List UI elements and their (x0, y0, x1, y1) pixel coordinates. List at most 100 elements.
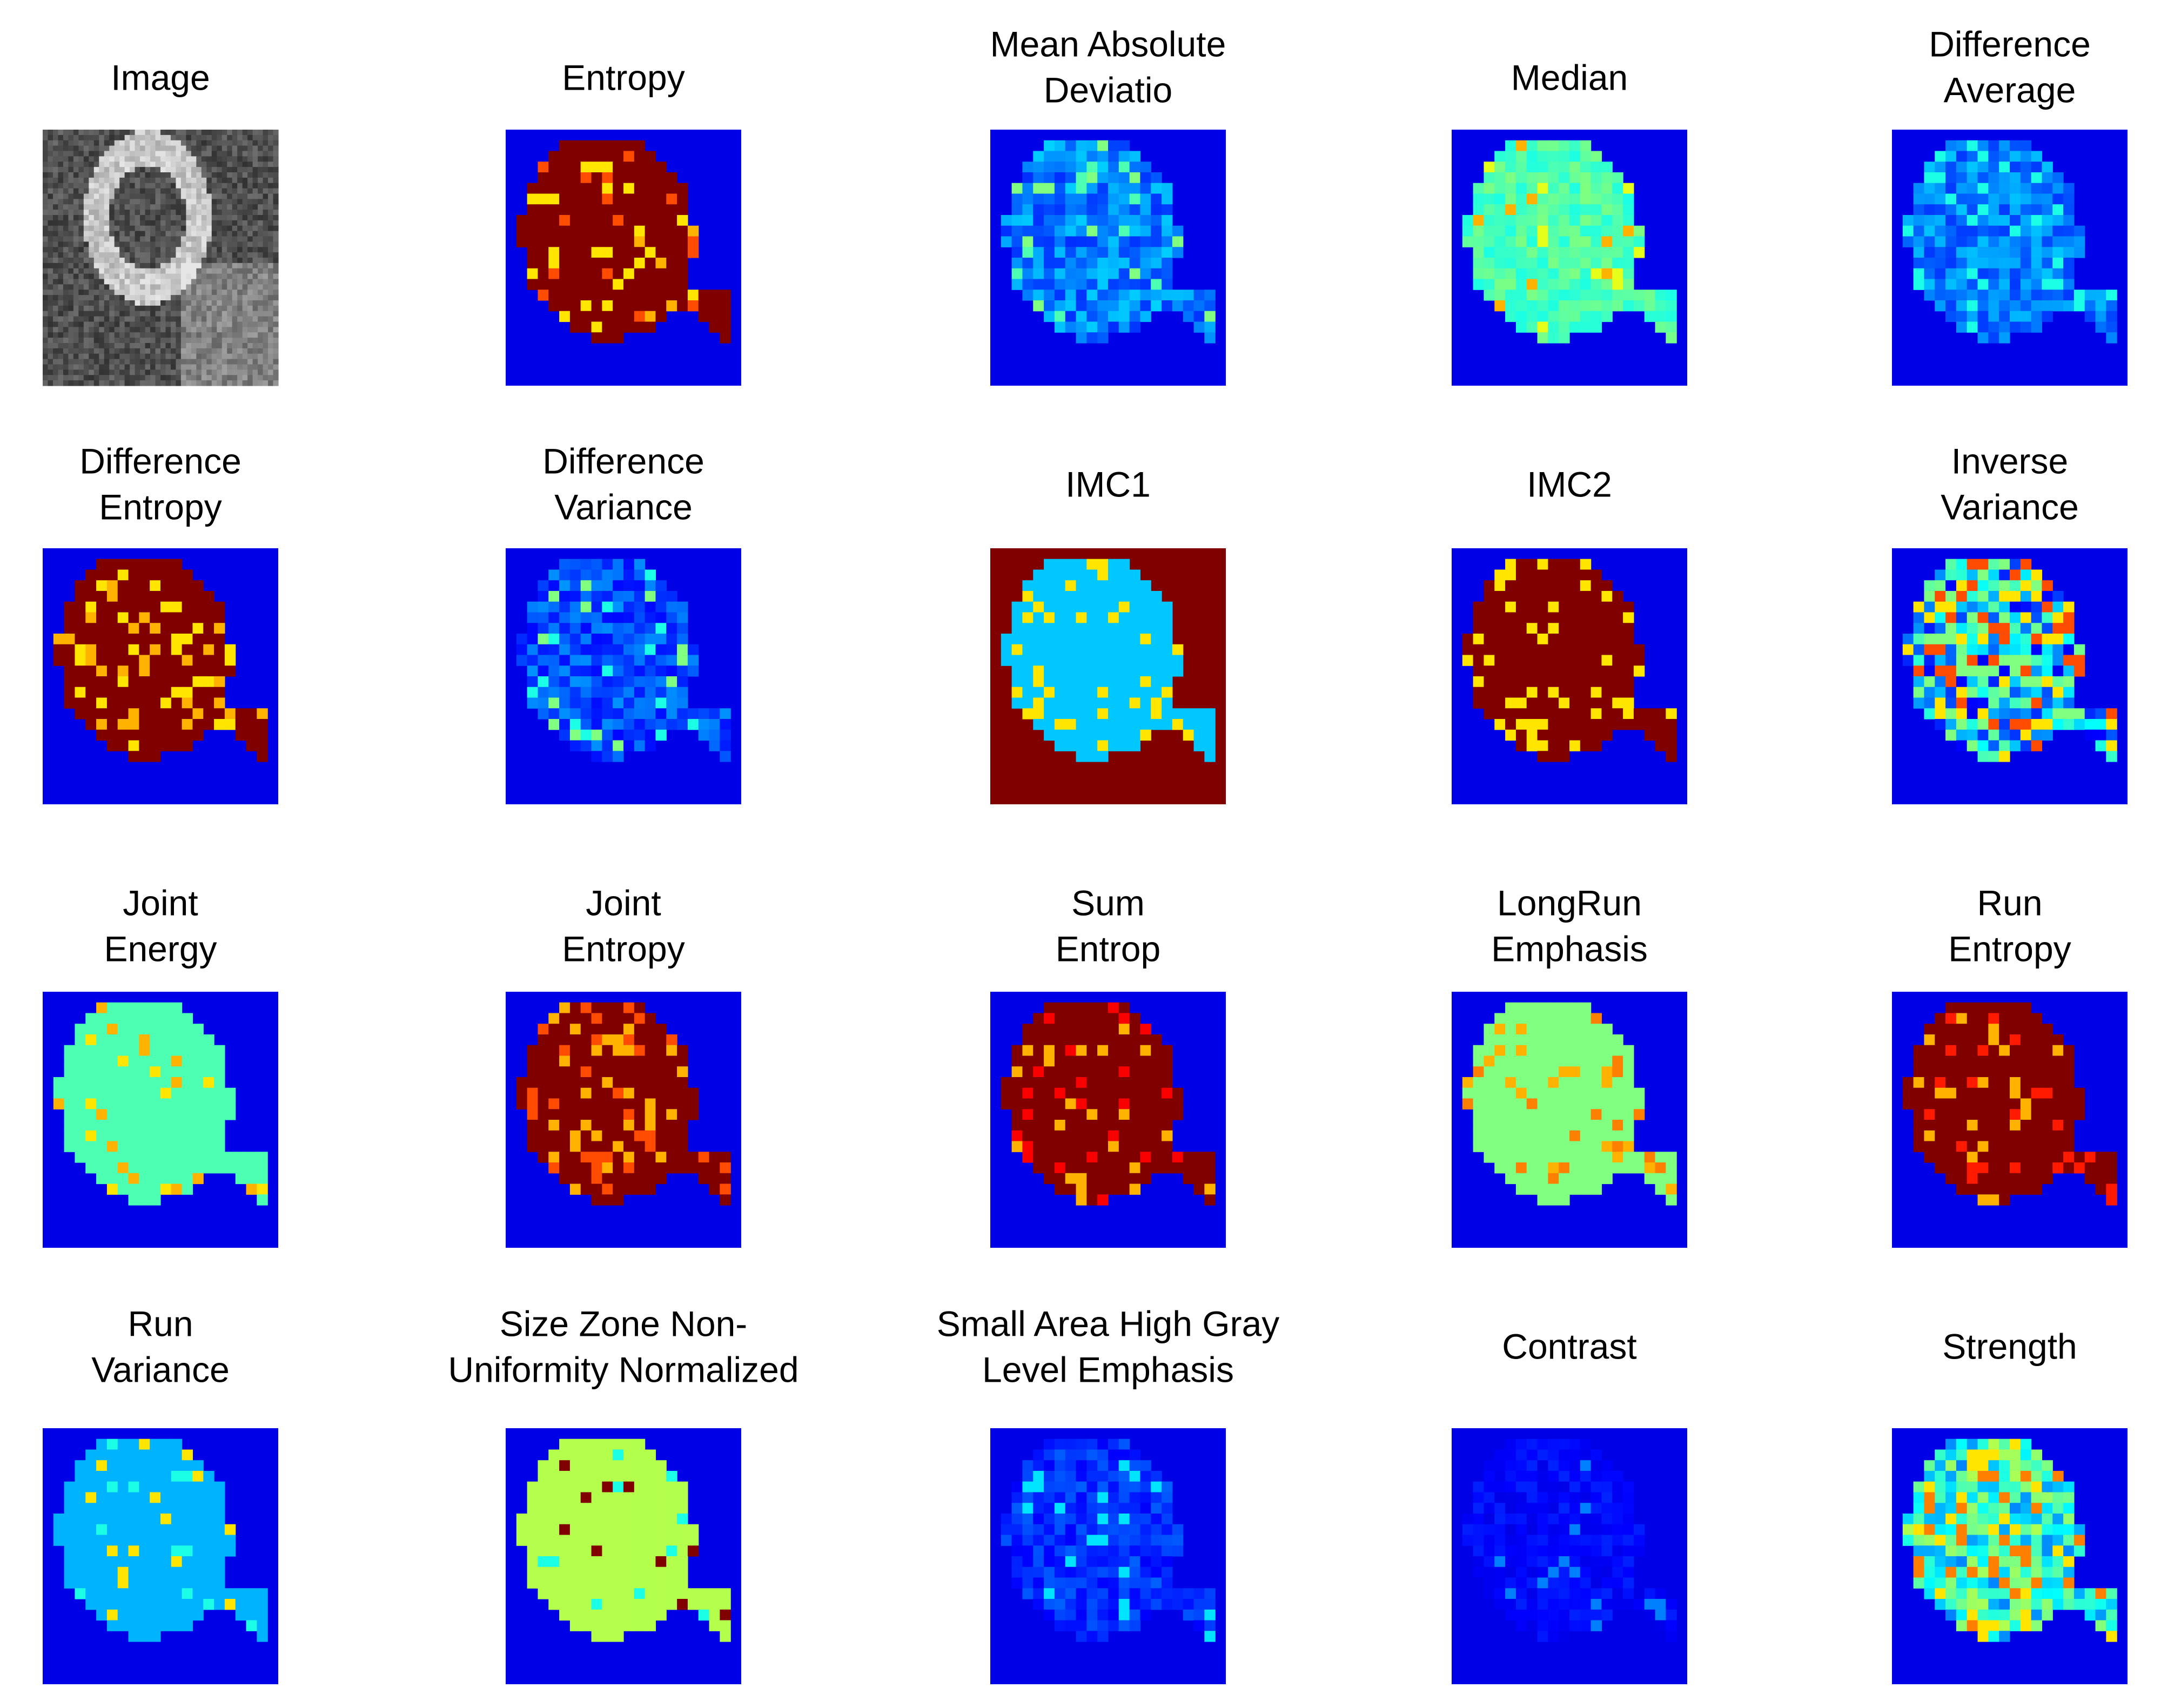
pixel (109, 380, 115, 386)
pixel (247, 231, 253, 237)
pixel (182, 719, 193, 730)
pixel (580, 1066, 592, 1078)
pixel (206, 332, 212, 338)
pixel (1108, 697, 1119, 709)
pixel (196, 279, 202, 285)
pixel (139, 1013, 150, 1024)
pixel (89, 183, 95, 189)
pixel (602, 1013, 613, 1024)
pixel (613, 172, 624, 184)
pixel (1601, 729, 1613, 741)
pixel (2052, 634, 2064, 645)
pixel (2010, 183, 2021, 194)
pixel (180, 258, 186, 264)
pixel (48, 188, 53, 194)
pixel (1515, 687, 1527, 698)
pixel (201, 311, 207, 317)
pixel (68, 305, 74, 312)
pixel (170, 316, 177, 322)
pixel (83, 204, 89, 210)
pixel (150, 130, 156, 136)
pixel (52, 295, 59, 301)
pixel (273, 167, 279, 173)
pixel (43, 321, 49, 327)
pixel (252, 263, 258, 269)
pixel (602, 258, 613, 269)
pixel (117, 1087, 129, 1099)
pixel (73, 247, 79, 253)
pixel (58, 177, 64, 184)
pixel (140, 145, 146, 152)
pixel (1537, 247, 1548, 258)
pixel (106, 1152, 118, 1163)
pixel (709, 311, 720, 322)
pixel (232, 215, 238, 221)
pixel (75, 676, 86, 688)
pixel (548, 162, 560, 173)
pixel (1999, 708, 2010, 719)
pixel (117, 1173, 129, 1185)
pixel (171, 634, 183, 645)
pixel (1988, 655, 1999, 666)
pixel (1140, 258, 1151, 269)
pixel (252, 172, 258, 178)
pixel (1172, 655, 1184, 666)
pixel (85, 697, 97, 709)
pixel (135, 236, 140, 242)
pixel (1033, 591, 1044, 602)
pixel (666, 247, 677, 258)
pixel (117, 687, 129, 698)
pixel (634, 687, 646, 698)
pixel (1044, 151, 1055, 162)
pixel (252, 210, 258, 216)
pixel (176, 284, 182, 290)
pixel (1988, 300, 1999, 312)
pixel (246, 1162, 257, 1174)
pixel (150, 316, 156, 322)
pixel (201, 252, 207, 258)
pixel (1945, 569, 1957, 581)
pixel (1945, 634, 1957, 645)
pixel (73, 316, 79, 322)
pixel (106, 740, 118, 751)
pixel (203, 687, 214, 698)
pixel (1548, 215, 1559, 226)
pixel (1515, 569, 1527, 581)
pixel (203, 1162, 214, 1174)
pixel (591, 1087, 602, 1099)
pixel (538, 687, 549, 698)
pixel (559, 193, 571, 205)
pixel (135, 252, 140, 258)
pixel (666, 225, 677, 237)
pixel (155, 231, 161, 237)
pixel (580, 1055, 592, 1067)
pixel (247, 332, 253, 338)
pixel (645, 151, 656, 162)
pixel (2063, 225, 2075, 237)
pixel (63, 353, 69, 360)
pixel (182, 1066, 193, 1078)
pixel (232, 247, 238, 253)
pixel (1065, 687, 1077, 698)
pixel (140, 295, 146, 301)
pixel (580, 729, 592, 741)
pixel (224, 1109, 236, 1120)
pixel (130, 290, 136, 295)
pixel (232, 343, 238, 349)
pixel (655, 236, 667, 247)
pixel (48, 311, 53, 317)
pixel (171, 1024, 183, 1035)
pixel (1590, 687, 1602, 698)
pixel (591, 183, 602, 194)
pixel (1494, 665, 1506, 677)
pixel (1076, 311, 1087, 322)
pixel (222, 380, 227, 386)
pixel (1044, 162, 1055, 173)
pixel (2095, 300, 2106, 312)
pixel (83, 172, 89, 178)
panel-title: Median (1511, 57, 1628, 97)
pixel (258, 316, 264, 322)
pixel (258, 210, 264, 216)
pixel (52, 305, 59, 312)
pixel (559, 162, 571, 173)
